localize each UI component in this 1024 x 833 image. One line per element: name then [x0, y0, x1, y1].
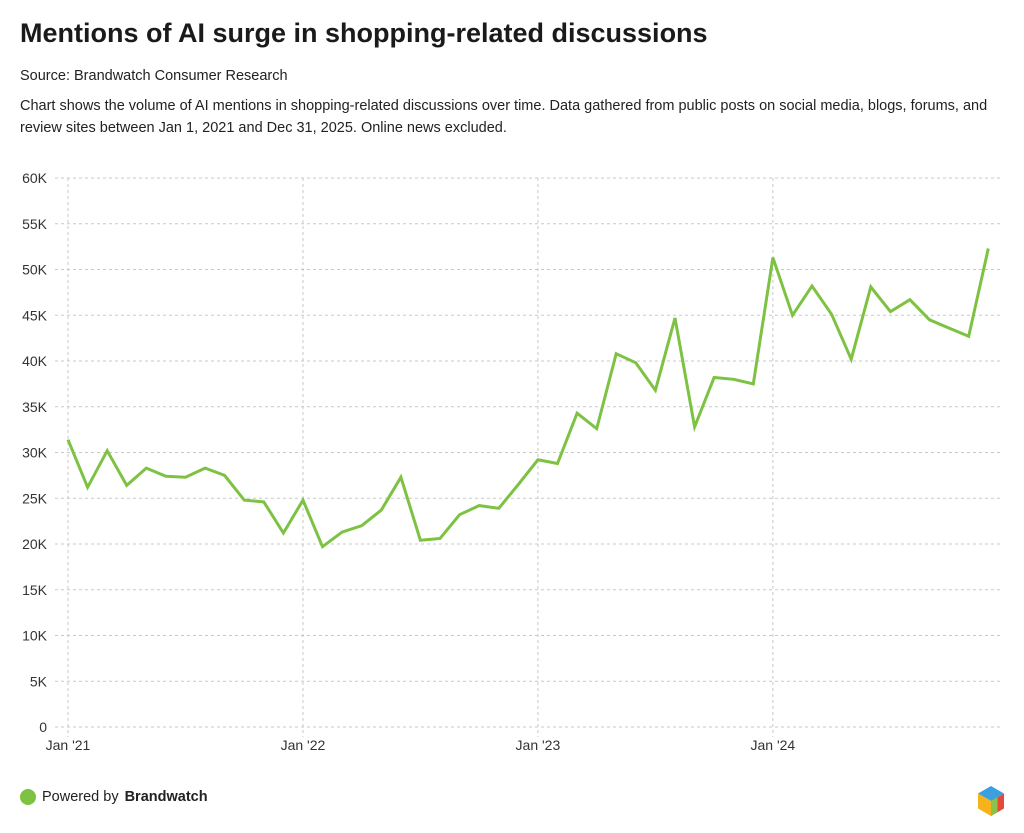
y-tick-label: 15K	[22, 582, 48, 598]
source-text: Source: Brandwatch Consumer Research	[20, 68, 288, 84]
y-tick-label: 45K	[22, 307, 48, 323]
y-tick-label: 25K	[22, 490, 48, 506]
y-tick-label: 50K	[22, 262, 48, 278]
y-tick-label: 5K	[30, 673, 48, 689]
chart-description: Chart shows the volume of AI mentions in…	[20, 98, 988, 136]
x-tick-label: Jan '23	[516, 737, 561, 753]
chart-title: Mentions of AI surge in shopping-related…	[20, 18, 708, 48]
y-tick-label: 10K	[22, 628, 48, 644]
x-tick-label: Jan '21	[46, 737, 91, 753]
brandwatch-logo-icon	[978, 786, 1004, 816]
y-tick-label: 30K	[22, 445, 48, 461]
brand-dot-icon	[20, 789, 36, 805]
powered-by: Powered by Brandwatch	[20, 789, 208, 805]
y-tick-label: 35K	[22, 399, 48, 415]
x-tick-label: Jan '22	[281, 737, 326, 753]
powered-label: Powered by	[42, 789, 119, 805]
series-line-ai-mentions	[66, 248, 990, 550]
y-tick-label: 20K	[22, 536, 48, 552]
brand-name: Brandwatch	[124, 789, 208, 805]
y-tick-label: 55K	[22, 216, 48, 232]
y-tick-label: 0	[39, 719, 47, 735]
y-tick-label: 60K	[22, 170, 48, 186]
x-tick-label: Jan '24	[751, 737, 796, 753]
y-tick-label: 40K	[22, 353, 48, 369]
